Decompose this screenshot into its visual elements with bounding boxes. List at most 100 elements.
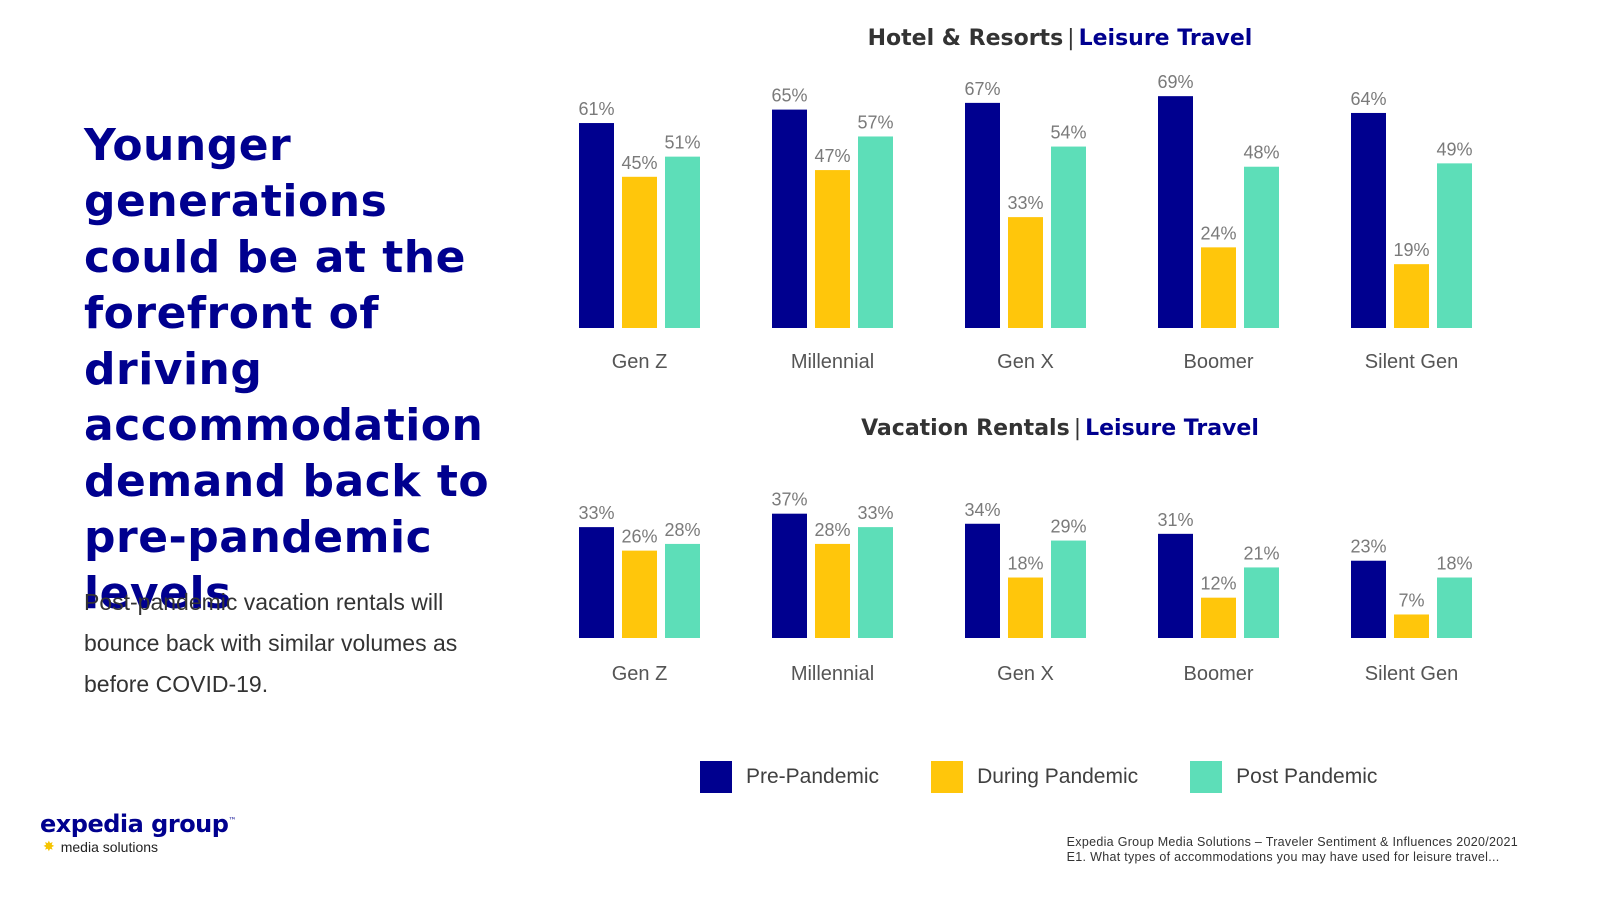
lightbulb-icon: ✸ <box>43 838 55 854</box>
data-label: 65% <box>771 86 807 106</box>
chart-title-separator: | <box>1067 26 1075 51</box>
legend-swatch <box>700 761 732 793</box>
category-label: Silent Gen <box>1365 663 1458 685</box>
bar-gen-z-during-pandemic <box>622 176 657 328</box>
bar-gen-x-pre-pandemic <box>965 102 1000 328</box>
bar-silent-gen-post-pandemic <box>1437 163 1472 328</box>
data-label: 54% <box>1050 123 1086 143</box>
data-label: 49% <box>1436 139 1472 159</box>
bar-boomer-pre-pandemic <box>1158 533 1193 638</box>
legend-label: Pre-Pandemic <box>746 765 880 788</box>
data-label: 33% <box>578 503 614 523</box>
data-label: 19% <box>1393 240 1429 260</box>
hotel-resorts-chart: Hotel & Resorts | Leisure Travel 61% 45% 51%… <box>560 22 1560 392</box>
source-line-1: Expedia Group Media Solutions – Traveler… <box>1066 835 1518 849</box>
data-label: 26% <box>621 527 657 547</box>
data-label: 57% <box>857 112 893 132</box>
bar-boomer-post-pandemic <box>1244 567 1279 638</box>
logo-subtitle: ✸ media solutions <box>43 838 159 855</box>
data-label: 69% <box>1157 72 1193 92</box>
legend: Pre-Pandemic During Pandemic Post Pandem… <box>700 760 1429 794</box>
chart-title: Hotel & Resorts | Leisure Travel <box>560 26 1560 51</box>
bar-gen-x-post-pandemic <box>1051 146 1086 328</box>
data-label: 37% <box>771 490 807 510</box>
subtext: Post-pandemic vacation rentals will boun… <box>84 589 458 697</box>
data-label: 34% <box>964 500 1000 520</box>
category-label: Boomer <box>1183 351 1253 373</box>
chart-title-main: Hotel & Resorts <box>867 26 1064 51</box>
bar-millennial-pre-pandemic <box>772 109 807 328</box>
bar-silent-gen-during-pandemic <box>1394 614 1429 638</box>
bar-boomer-during-pandemic <box>1201 247 1236 328</box>
bar-silent-gen-during-pandemic <box>1394 264 1429 328</box>
bar-gen-x-pre-pandemic <box>965 523 1000 638</box>
category-label: Gen X <box>997 351 1054 373</box>
chart-title-separator: | <box>1073 416 1082 441</box>
data-label: 47% <box>814 146 850 166</box>
legend-item-during-pandemic: During Pandemic <box>931 761 1138 793</box>
legend-item-pre-pandemic: Pre-Pandemic <box>700 761 879 793</box>
data-label: 67% <box>964 79 1000 99</box>
data-label: 51% <box>664 133 700 153</box>
data-label: 18% <box>1436 554 1472 574</box>
bar-boomer-pre-pandemic <box>1158 96 1193 328</box>
data-label: 7% <box>1398 590 1424 610</box>
data-label: 23% <box>1350 537 1386 557</box>
category-label: Boomer <box>1183 663 1253 685</box>
chart-title-accent: Leisure Travel <box>1078 26 1253 51</box>
data-label: 21% <box>1243 543 1279 563</box>
source-note: Expedia Group Media Solutions – Traveler… <box>1067 835 1518 865</box>
legend-swatch <box>931 761 964 793</box>
bar-millennial-pre-pandemic <box>772 513 807 638</box>
data-label: 45% <box>621 153 657 173</box>
bar-gen-x-during-pandemic <box>1008 577 1043 638</box>
category-label: Gen Z <box>612 663 668 685</box>
vacation-rentals-plot: 33% 26% 28% Gen Z 37% 28% 33% Millennial 34% 18% 2… <box>578 490 1472 685</box>
bar-millennial-during-pandemic <box>815 170 850 328</box>
bar-silent-gen-post-pandemic <box>1437 577 1472 638</box>
data-label: 61% <box>578 99 614 119</box>
chart-title-accent: Leisure Travel <box>1085 416 1259 441</box>
bar-silent-gen-pre-pandemic <box>1351 560 1386 638</box>
headline: Younger generations could be at the fore… <box>84 120 490 619</box>
legend-label: Post Pandemic <box>1236 765 1378 788</box>
chart-title: Vacation Rentals | Leisure Travel <box>560 416 1560 441</box>
data-label: 64% <box>1350 89 1386 109</box>
bar-gen-z-pre-pandemic <box>579 123 614 328</box>
data-label: 18% <box>1007 554 1043 574</box>
bar-gen-x-during-pandemic <box>1008 217 1043 328</box>
category-label: Silent Gen <box>1365 351 1458 373</box>
bar-millennial-during-pandemic <box>815 543 850 638</box>
data-label: 28% <box>664 520 700 540</box>
data-label: 28% <box>814 520 850 540</box>
bar-gen-z-post-pandemic <box>665 543 700 638</box>
category-label: Millennial <box>791 663 874 685</box>
data-label: 12% <box>1200 574 1236 594</box>
hotel-resorts-plot: 61% 45% 51% Gen Z 65% 47% 57% Millennial 67% 33% 5… <box>578 72 1472 373</box>
category-label: Gen Z <box>612 351 668 373</box>
bar-gen-z-during-pandemic <box>622 550 657 638</box>
category-label: Gen X <box>997 663 1054 685</box>
bar-boomer-post-pandemic <box>1244 166 1279 328</box>
bar-gen-z-post-pandemic <box>665 156 700 328</box>
legend-swatch <box>1190 761 1223 793</box>
data-label: 33% <box>1007 193 1043 213</box>
legend-item-post-pandemic: Post Pandemic <box>1190 761 1377 793</box>
bar-millennial-post-pandemic <box>858 136 893 328</box>
data-label: 31% <box>1157 510 1193 530</box>
data-label: 29% <box>1050 517 1086 537</box>
bar-gen-z-pre-pandemic <box>579 527 614 638</box>
data-label: 33% <box>857 503 893 523</box>
vacation-rentals-chart: Vacation Rentals | Leisure Travel 33% 26% 28… <box>560 410 1560 700</box>
chart-title-main: Vacation Rentals <box>861 416 1070 441</box>
logo-wordmark: expedia group™ <box>40 810 236 838</box>
bar-boomer-during-pandemic <box>1201 597 1236 638</box>
category-label: Millennial <box>791 351 874 373</box>
data-label: 24% <box>1200 223 1236 243</box>
data-label: 48% <box>1243 143 1279 163</box>
bar-millennial-post-pandemic <box>858 527 893 638</box>
expedia-group-logo: expedia group™ ✸ media solutions <box>40 810 236 855</box>
legend-label: During Pandemic <box>977 765 1139 788</box>
bar-gen-x-post-pandemic <box>1051 540 1086 638</box>
bar-silent-gen-pre-pandemic <box>1351 112 1386 329</box>
